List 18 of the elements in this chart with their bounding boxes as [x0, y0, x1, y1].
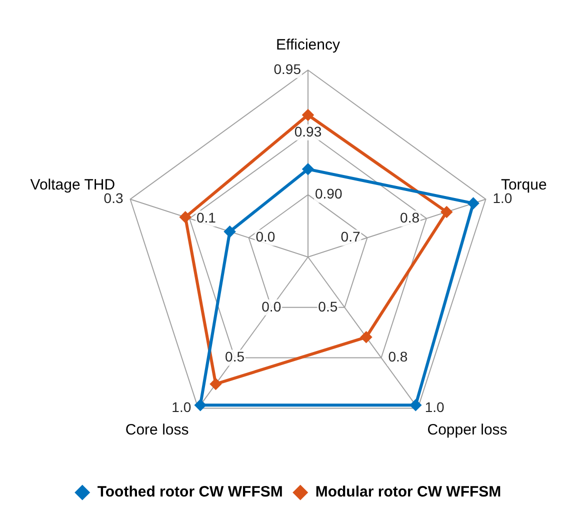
text: 0.1 — [196, 209, 216, 226]
spoke-label: Efficiency — [276, 36, 340, 54]
text: 1.0 — [172, 399, 192, 416]
legend-label: Modular rotor CW WFFSM — [315, 484, 502, 501]
text: 0.0 — [256, 228, 276, 245]
text: 0.0 — [262, 298, 282, 314]
spoke-label: Copper loss — [427, 421, 508, 438]
text: 1.0 — [424, 399, 445, 416]
text: 0.90 — [315, 186, 342, 202]
text: 0.8 — [400, 209, 420, 226]
legend-label: Toothed rotor CW WFFSM — [97, 484, 283, 501]
text: 0.5 — [225, 348, 245, 365]
text: 0.95 — [274, 60, 302, 77]
text: 0.93 — [294, 123, 322, 140]
text: 0.8 — [388, 348, 408, 365]
text: 0.7 — [340, 228, 360, 245]
spoke-label: Core loss — [125, 421, 189, 438]
text: 0.5 — [318, 298, 338, 314]
